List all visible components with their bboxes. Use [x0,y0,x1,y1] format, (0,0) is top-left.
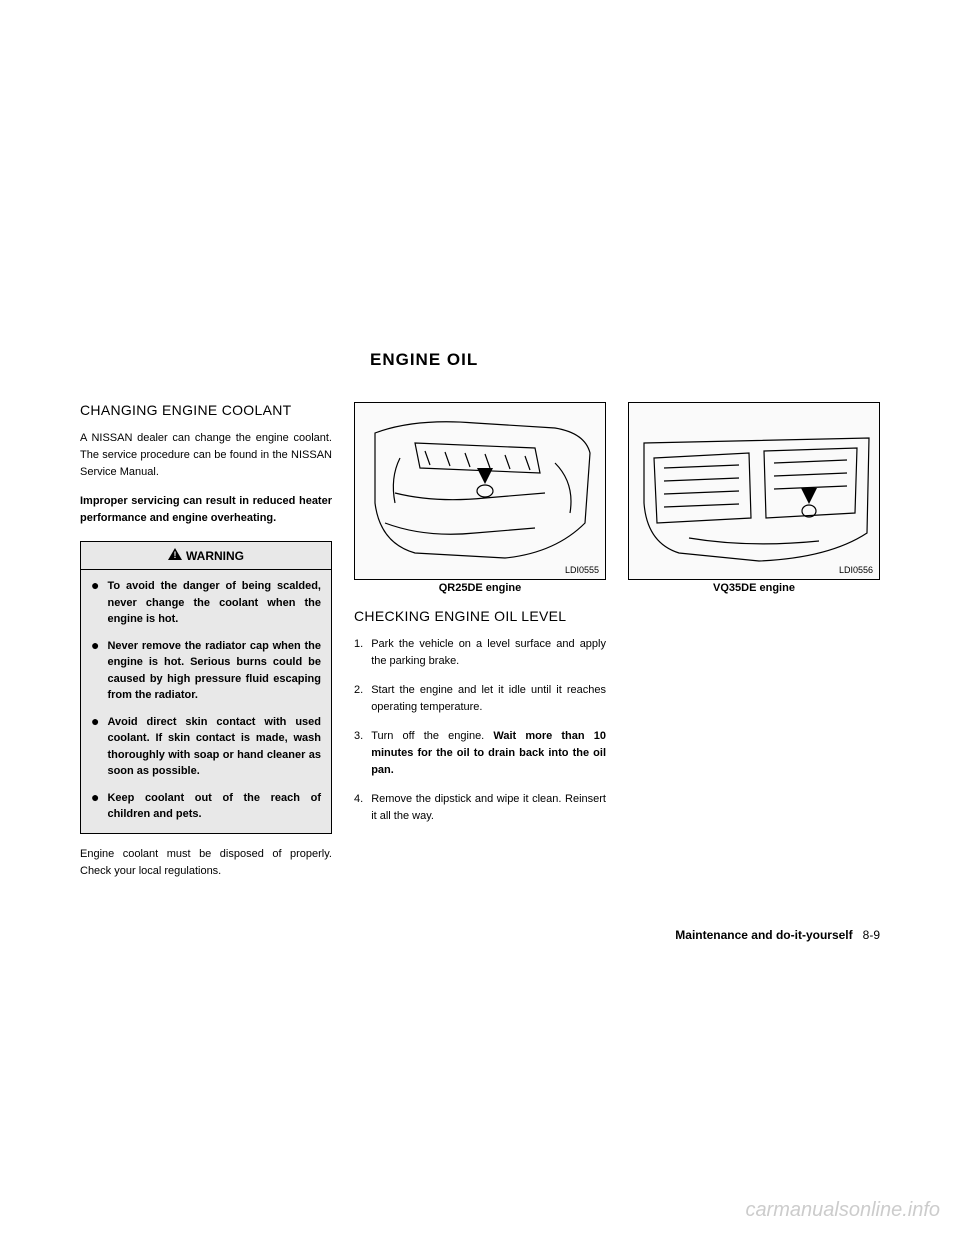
image-id-label: LDI0556 [839,565,873,575]
step-text: Turn off the engine. Wait more than 10 m… [371,728,606,779]
warning-box: ! WARNING ● To avoid the danger of being… [80,541,332,834]
coolant-heading: CHANGING ENGINE COOLANT [80,402,332,418]
engine-image-vq35de: LDI0556 [628,402,880,580]
page-footer: Maintenance and do-it-yourself 8-9 [675,928,880,942]
warning-icon: ! [168,548,182,563]
dipstick-arrow-icon [477,468,493,484]
step-item: 1. Park the vehicle on a level surface a… [354,636,606,670]
warning-text: Never remove the radiator cap when the e… [107,638,321,704]
dipstick-arrow-icon [801,488,817,504]
text-columns: CHANGING ENGINE COOLANT A NISSAN dealer … [80,402,880,892]
section-title: ENGINE OIL [370,350,880,370]
warning-text: Avoid direct skin contact with used cool… [107,714,321,780]
step-number: 3. [354,728,363,779]
engine-image-qr25de: LDI0555 [354,402,606,580]
coolant-bold-para: Improper servicing can result in reduced… [80,493,332,527]
column-2: LDI0555 QR25DE engine CHECKING ENGINE OI… [354,402,606,892]
warning-item: ● Keep coolant out of the reach of child… [91,790,321,823]
step-item: 2. Start the engine and let it idle unti… [354,682,606,716]
warning-item: ● Never remove the radiator cap when the… [91,638,321,704]
footer-page-number: 8-9 [863,928,880,942]
warning-label: WARNING [186,549,244,563]
step-number: 1. [354,636,363,670]
engine-sketch-icon [355,403,605,580]
page-content: ENGINE OIL CHANGING ENGINE COOLANT A NIS… [0,0,960,892]
warning-header: ! WARNING [81,542,331,570]
engine-sketch-icon [629,403,879,580]
step-item: 3. Turn off the engine. Wait more than 1… [354,728,606,779]
step-item: 4. Remove the dipstick and wipe it clean… [354,791,606,825]
svg-text:!: ! [174,550,177,560]
step-text: Remove the dipstick and wipe it clean. R… [371,791,606,825]
bullet-icon: ● [91,578,99,628]
warning-text: Keep coolant out of the reach of childre… [107,790,321,823]
step-number: 2. [354,682,363,716]
warning-item: ● Avoid direct skin contact with used co… [91,714,321,780]
image-caption: VQ35DE engine [628,582,880,594]
column-1: CHANGING ENGINE COOLANT A NISSAN dealer … [80,402,332,892]
step-text: Park the vehicle on a level surface and … [371,636,606,670]
warning-list: ● To avoid the danger of being scalded, … [81,570,331,833]
oil-level-heading: CHECKING ENGINE OIL LEVEL [354,608,606,624]
step-list: 1. Park the vehicle on a level surface a… [354,636,606,825]
step-number: 4. [354,791,363,825]
step-text: Start the engine and let it idle until i… [371,682,606,716]
coolant-para-1: A NISSAN dealer can change the engine co… [80,430,332,481]
bullet-icon: ● [91,638,99,704]
watermark: carmanualsonline.info [745,1199,940,1222]
bullet-icon: ● [91,790,99,823]
image-caption: QR25DE engine [354,582,606,594]
coolant-para-2: Engine coolant must be disposed of prope… [80,846,332,880]
warning-item: ● To avoid the danger of being scalded, … [91,578,321,628]
warning-text: To avoid the danger of being scalded, ne… [107,578,321,628]
bullet-icon: ● [91,714,99,780]
image-id-label: LDI0555 [565,565,599,575]
footer-section-label: Maintenance and do-it-yourself [675,928,852,942]
column-3: LDI0556 VQ35DE engine [628,402,880,892]
